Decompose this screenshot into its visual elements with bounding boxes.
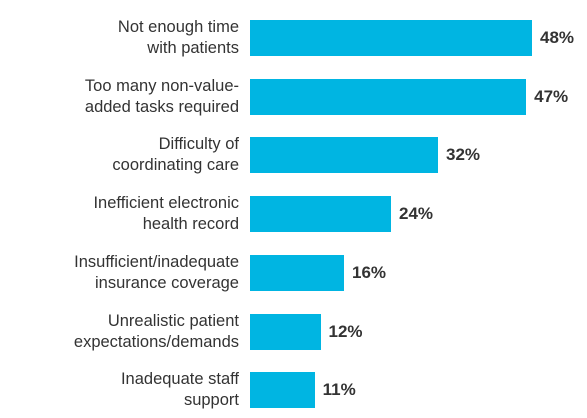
category-label: Unrealistic patient expectations/demands: [73, 311, 239, 351]
category-label: Not enough time with patients: [117, 18, 239, 57]
category-label: Difficulty of coordinating care: [112, 135, 239, 175]
bar: [250, 137, 438, 174]
value-label: 47%: [534, 86, 569, 106]
category-label: Insufficient/inadequate insurance covera…: [74, 252, 239, 292]
value-label: 12%: [328, 321, 363, 341]
bar: [250, 196, 391, 233]
category-label: Inadequate staff support: [120, 370, 239, 410]
bar: [250, 313, 321, 350]
category-label: Inefficient electronic health record: [93, 194, 239, 234]
value-label: 24%: [399, 204, 434, 224]
value-label: 32%: [446, 145, 481, 165]
bar: [250, 20, 532, 56]
bar: [250, 78, 527, 115]
category-label: Too many non-value- added tasks required: [84, 76, 239, 116]
value-label: 16%: [352, 262, 387, 282]
bar: [250, 372, 315, 409]
value-label: 48%: [540, 28, 575, 47]
bar: [250, 254, 344, 291]
value-label: 11%: [322, 380, 356, 400]
